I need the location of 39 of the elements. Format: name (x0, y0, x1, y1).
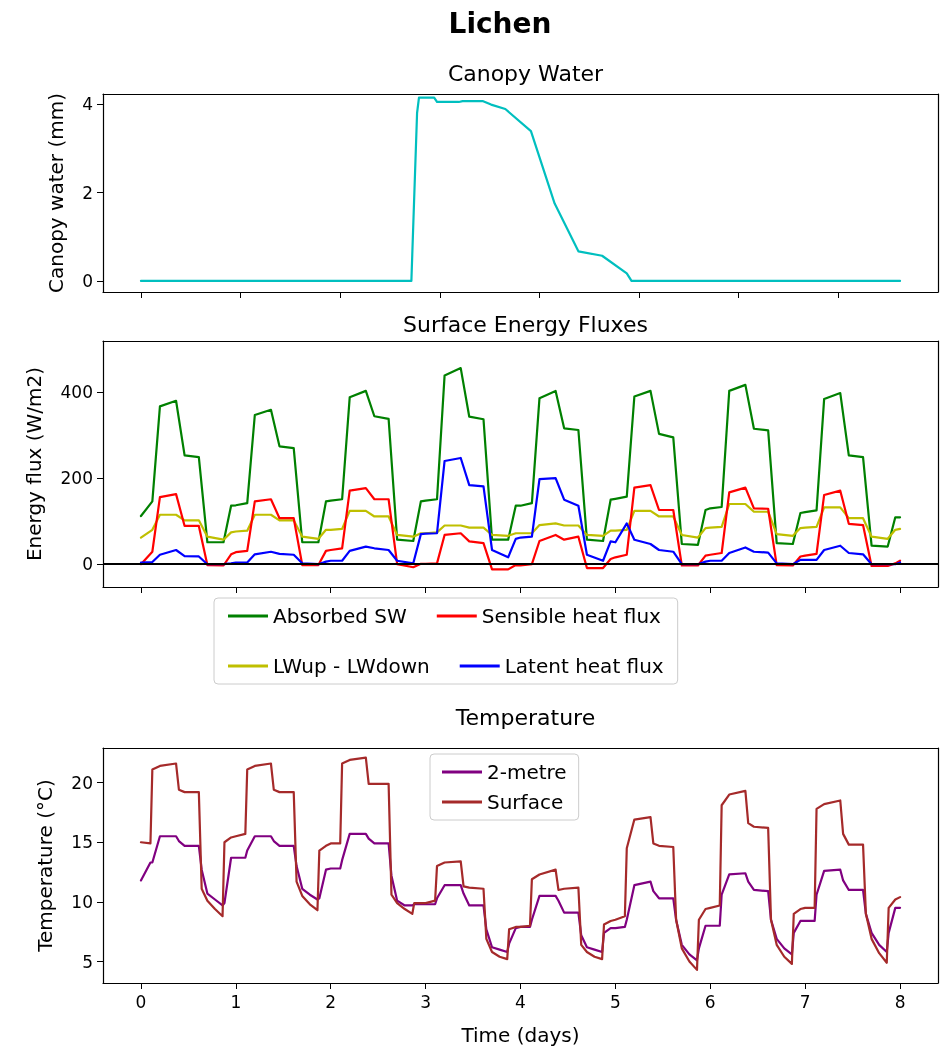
line-series (139, 832, 902, 962)
y-tick-label: 0 (82, 270, 93, 291)
chart-subtitle: Canopy Water (447, 60, 605, 86)
y-axis-title: Energy flux (W/m2) (22, 366, 46, 562)
x-axis-title: Time (days) (460, 1023, 580, 1047)
y-tick-label: 0 (82, 554, 93, 575)
line-series (139, 756, 902, 971)
y-tick-label: 2 (82, 182, 93, 203)
x-tick-label: 3 (420, 991, 432, 1012)
line-series (139, 502, 902, 541)
x-tick-label: 2 (325, 991, 337, 1012)
y-tick-label: 15 (71, 832, 93, 853)
x-tick-label: 7 (799, 991, 811, 1012)
x-tick-label: 4 (515, 991, 526, 1012)
y-axis-title: Canopy water (mm) (44, 93, 68, 293)
legend-label: LWup - LWdown (273, 654, 430, 678)
x-tick-label: 5 (609, 991, 621, 1012)
chart-title: Lichen (448, 6, 552, 40)
y-tick-label: 20 (71, 772, 93, 793)
legend-label: 2-metre (487, 760, 567, 784)
line-series (139, 366, 902, 548)
chart-title: Temperature (454, 704, 596, 730)
y-tick-label: 4 (82, 94, 93, 115)
x-tick-label: 6 (704, 991, 716, 1012)
legend-label: Absorbed SW (273, 604, 407, 628)
y-tick-label: 5 (82, 951, 93, 972)
y-axis-title: Temperature (°C) (33, 779, 57, 953)
legend-label: Latent heat flux (504, 654, 664, 678)
legend-label: Surface (487, 790, 564, 814)
line-series (139, 96, 902, 283)
legend-label: Sensible heat flux (481, 604, 662, 628)
y-tick-label: 400 (60, 382, 93, 403)
x-tick-label: 1 (230, 991, 242, 1012)
y-tick-label: 200 (60, 468, 93, 489)
x-tick-label: 0 (135, 991, 147, 1012)
x-tick-label: 8 (894, 991, 906, 1012)
chart-title: Surface Energy Fluxes (403, 311, 648, 337)
line-series (139, 456, 902, 566)
y-tick-label: 10 (71, 891, 93, 912)
